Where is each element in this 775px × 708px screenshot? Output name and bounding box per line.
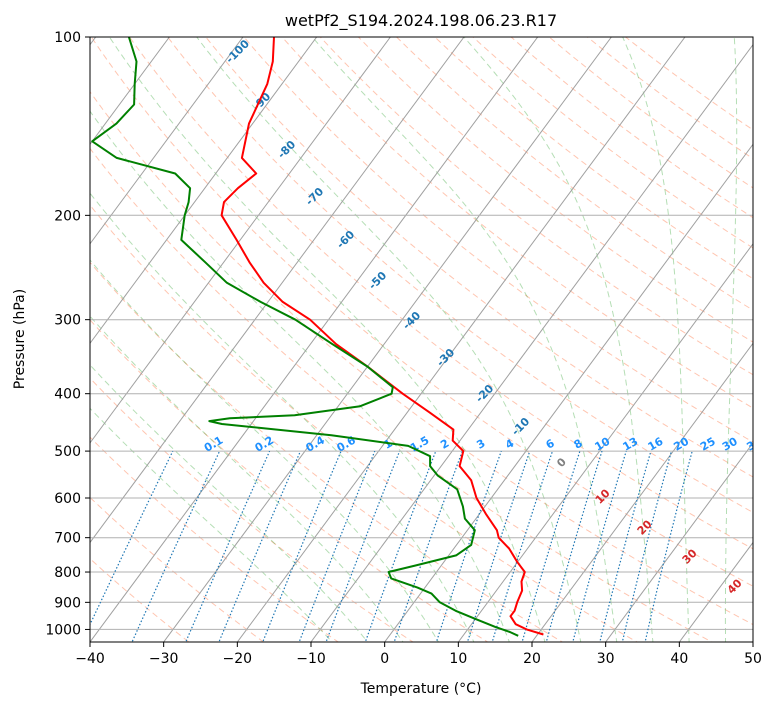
dry-adiabat: [129, 37, 753, 550]
dry-adiabat: [90, 319, 489, 642]
dry-adiabat: [281, 37, 753, 409]
dry-adiabat: [90, 37, 753, 587]
y-tick-label: 900: [54, 595, 81, 611]
dewpoint-line: [91, 37, 519, 637]
mixing-ratio-line: [262, 450, 342, 642]
mixing-ratio-line: [491, 450, 554, 642]
x-tick-label: −40: [75, 651, 105, 667]
mixing-ratio-line: [364, 450, 437, 642]
dry-adiabat: [358, 37, 753, 343]
y-tick-label: 800: [54, 565, 81, 581]
y-axis-ticks: 100 200 300 400 500 600 700 800 900 1000: [45, 30, 90, 638]
y-tick-label: 400: [54, 387, 81, 403]
isotherm-line: [310, 43, 753, 642]
moist-adiabat: [90, 407, 333, 642]
chart-title: wetPf2_S194.2024.198.06.23.R17: [285, 11, 557, 31]
isotherm-line: [457, 242, 753, 642]
x-tick-label: 0: [380, 651, 389, 667]
dry-adiabat: [472, 37, 753, 249]
moist-adiabat: [108, 37, 546, 642]
x-tick-label: 20: [523, 651, 541, 667]
y-tick-label: 300: [54, 313, 81, 329]
x-tick-label: −10: [296, 651, 326, 667]
plot-grid: [90, 37, 753, 642]
isotherm-line: [605, 442, 753, 642]
y-tick-label: 700: [54, 531, 81, 547]
moist-adiabat: [724, 37, 738, 642]
isotherm-line: [236, 37, 686, 642]
x-axis-ticks: −40 −30 −20 −10 0 10 20 30 40 50: [75, 642, 762, 667]
dry-adiabat: [434, 37, 753, 280]
isotherm-line: [531, 342, 753, 642]
isotherm-line: [384, 143, 753, 642]
dry-adiabat: [396, 37, 753, 311]
x-tick-label: 10: [449, 651, 467, 667]
dry-adiabat: [90, 90, 753, 626]
y-axis-label: Pressure (hPa): [12, 289, 28, 389]
x-tick-label: 40: [670, 651, 688, 667]
mixing-ratio-label: 36: [744, 435, 764, 454]
moist-adiabat: [90, 364, 369, 642]
mixing-ratio-line: [521, 450, 581, 642]
dry-adiabat: [90, 147, 713, 642]
mixing-ratio-line: [131, 450, 221, 642]
x-tick-label: −30: [149, 651, 179, 667]
plot-frame: [89, 36, 754, 643]
dry-adiabat: [167, 37, 753, 514]
moist-adiabat: [622, 37, 690, 642]
x-tick-label: 30: [597, 651, 615, 667]
isotherm-line: [90, 37, 539, 642]
x-tick-label: −20: [223, 651, 253, 667]
mixing-ratio-line: [90, 450, 174, 626]
moist-adiabat: [311, 37, 618, 642]
isotherm-line: [90, 37, 318, 345]
x-axis-label: Temperature (°C): [360, 681, 482, 697]
mixing-ratio-line: [466, 450, 531, 642]
y-tick-label: 600: [54, 491, 81, 507]
mixing-ratio-line: [435, 450, 502, 642]
dry-adiabat: [90, 204, 639, 642]
moist-adiabat: [463, 37, 654, 642]
temperature-line: [220, 37, 544, 636]
isotherm-line: [90, 37, 465, 544]
isotherm-line: [678, 541, 753, 642]
isotherm-line: [90, 37, 391, 444]
mixing-ratio-line: [545, 450, 603, 642]
x-tick-label: 50: [744, 651, 762, 667]
sounding-series: [91, 37, 544, 637]
dry-adiabat: [319, 37, 753, 376]
dry-adiabat: [90, 261, 564, 642]
mixing-ratio-line: [298, 450, 376, 642]
moist-adiabat: [90, 315, 404, 642]
y-tick-label: 500: [54, 444, 81, 460]
dry-adiabat: [90, 436, 340, 642]
mixing-ratio-line: [572, 450, 627, 642]
mixing-ratio-line: [325, 450, 401, 642]
y-tick-label: 1000: [45, 622, 81, 638]
y-tick-label: 100: [54, 30, 81, 46]
y-tick-label: 200: [54, 208, 81, 224]
isotherm-line: [163, 37, 612, 642]
isotherm-line: [90, 37, 244, 245]
